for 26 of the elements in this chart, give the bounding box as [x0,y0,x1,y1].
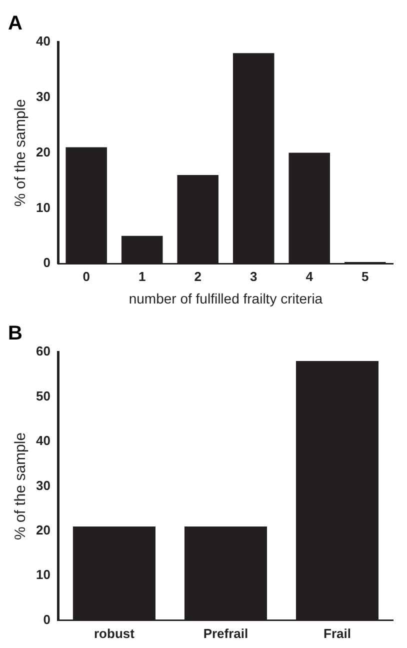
x-tick-label: robust [94,626,136,641]
x-tick-label: 2 [194,268,202,284]
x-tick-label: 5 [362,268,369,284]
y-tick-label: 60 [36,344,50,359]
y-tick-label: 40 [36,433,50,448]
x-tick-label: 3 [250,268,258,284]
x-axis-title: number of fulfilled frailty criteria [128,290,323,306]
y-tick-label: 30 [36,478,50,493]
y-tick-label: 0 [43,255,50,270]
chart-title: B [8,322,22,345]
x-tick-label: Prefrail [203,626,248,641]
y-tick-label: 10 [36,567,50,582]
y-tick-label: 10 [36,200,50,215]
y-tick-label: 50 [36,388,50,404]
x-tick-label: Frail [324,626,351,641]
y-tick-label: 20 [36,144,50,160]
y-axis-title: % of the sample [12,432,30,540]
x-tick-label: 0 [82,268,90,284]
y-axis-title: % of the sample [12,99,30,207]
y-tick-label: 30 [36,88,50,104]
x-tick-label: 1 [138,268,146,284]
chart-title: A [8,12,22,35]
x-tick-label: 4 [306,268,314,284]
y-tick-label: 0 [43,612,50,627]
y-tick-label: 40 [36,34,50,49]
y-tick-label: 20 [36,522,50,538]
